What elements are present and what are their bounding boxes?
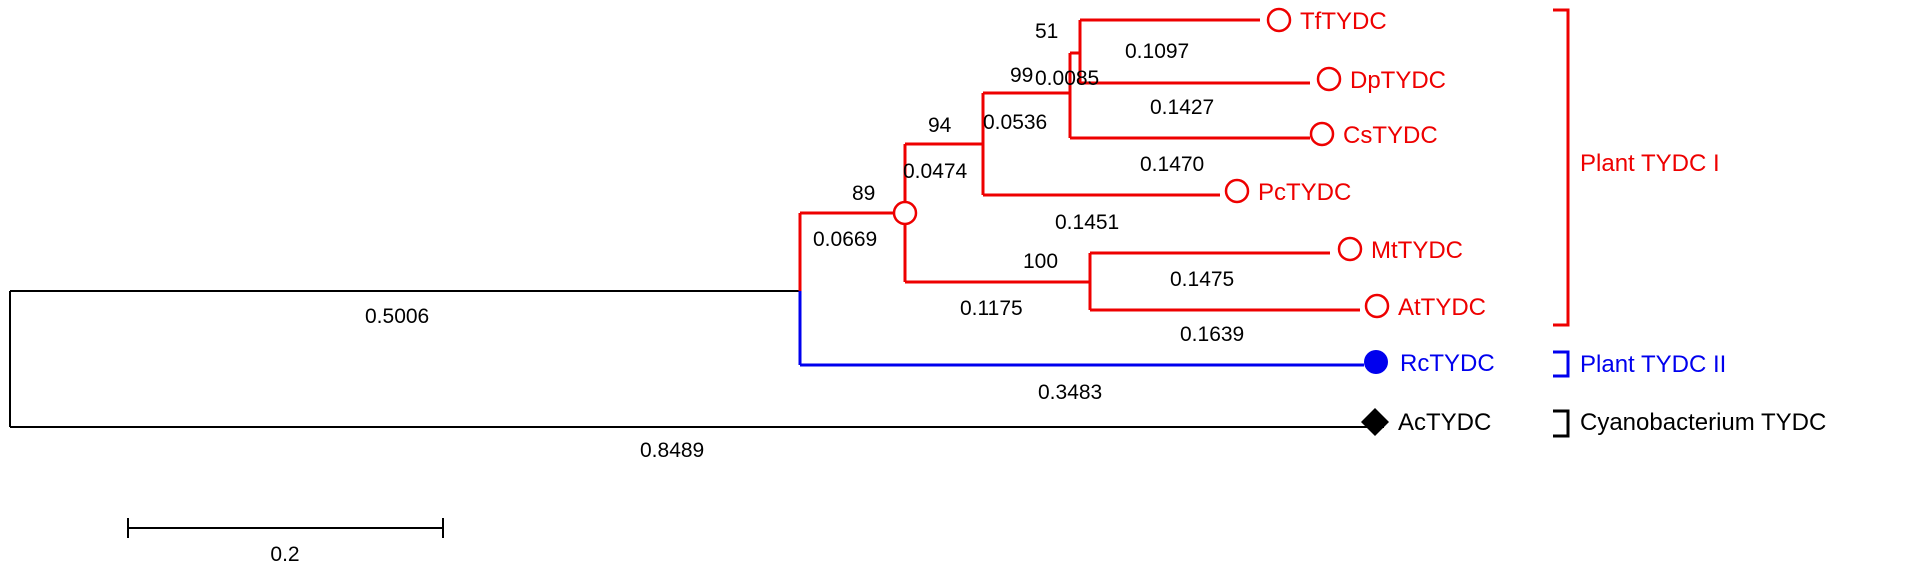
scale-bar-line (127, 518, 444, 538)
mt-open-circle-icon (1337, 236, 1363, 262)
group-label-plant-tydc-ii: Plant TYDC II (1580, 351, 1726, 378)
branch-length-dp: 0.0085 (1035, 67, 1099, 90)
taxon-label-mt: MtTYDC (1371, 237, 1463, 264)
group-label-plant-tydc-i: Plant TYDC I (1580, 150, 1720, 177)
taxon-label-cs: CsTYDC (1343, 122, 1438, 149)
rc-filled-circle-icon (1364, 350, 1388, 374)
branch-length-plant: 0.5006 (365, 305, 429, 328)
branch-length-mt-at: 0.1175 (960, 297, 1023, 320)
bootstrap-tf-dp-cs: 99 (1010, 64, 1033, 87)
branch-length-at: 0.1639 (1180, 323, 1244, 346)
taxon-label-tf: TfTYDC (1300, 8, 1387, 35)
branch-length-rc: 0.3483 (1038, 381, 1102, 404)
branch-length-tf-dp-cs: 0.0536 (983, 111, 1047, 134)
bootstrap-with-pc: 94 (928, 114, 952, 137)
branch-length-cs: 0.1470 (1140, 153, 1204, 176)
branch-length-cs-dp: 0.1427 (1150, 96, 1214, 119)
branch-length-pc: 0.1451 (1055, 211, 1119, 234)
bracket-plant-tydc-ii (1553, 350, 1570, 378)
dp-open-circle-icon (1316, 66, 1342, 92)
bootstrap-tf-dp: 51 (1035, 20, 1058, 43)
bracket-plant-tydc-i (1553, 8, 1570, 327)
bootstrap-mt-at: 100 (1023, 250, 1058, 273)
taxon-label-dp: DpTYDC (1350, 67, 1446, 94)
scale-bar: 0.2 (127, 518, 444, 566)
taxon-label-rc: RcTYDC (1400, 350, 1495, 377)
tf-open-circle-icon (1266, 7, 1292, 33)
branch-length-tf: 0.1097 (1125, 40, 1189, 63)
branch-length-clade-a: 0.0474 (903, 160, 968, 183)
cs-open-circle-icon (1309, 121, 1335, 147)
bracket-cyanobacterium (1553, 409, 1570, 438)
ac-filled-diamond-icon (1361, 408, 1389, 436)
ancestral-node-marker-icon (892, 200, 918, 226)
bootstrap-plant-i: 89 (852, 182, 875, 205)
branch-length-plant-i: 0.0669 (813, 228, 877, 251)
branch-length-ac: 0.8489 (640, 439, 704, 462)
taxon-label-at: AtTYDC (1398, 294, 1486, 321)
scale-bar-label: 0.2 (270, 543, 299, 566)
branch-length-mt: 0.1475 (1170, 268, 1234, 291)
at-open-circle-icon (1364, 293, 1390, 319)
group-label-cyanobacterium: Cyanobacterium TYDC (1580, 409, 1826, 436)
taxon-label-ac: AcTYDC (1398, 409, 1491, 436)
pc-open-circle-icon (1224, 178, 1250, 204)
taxon-label-pc: PcTYDC (1258, 179, 1351, 206)
